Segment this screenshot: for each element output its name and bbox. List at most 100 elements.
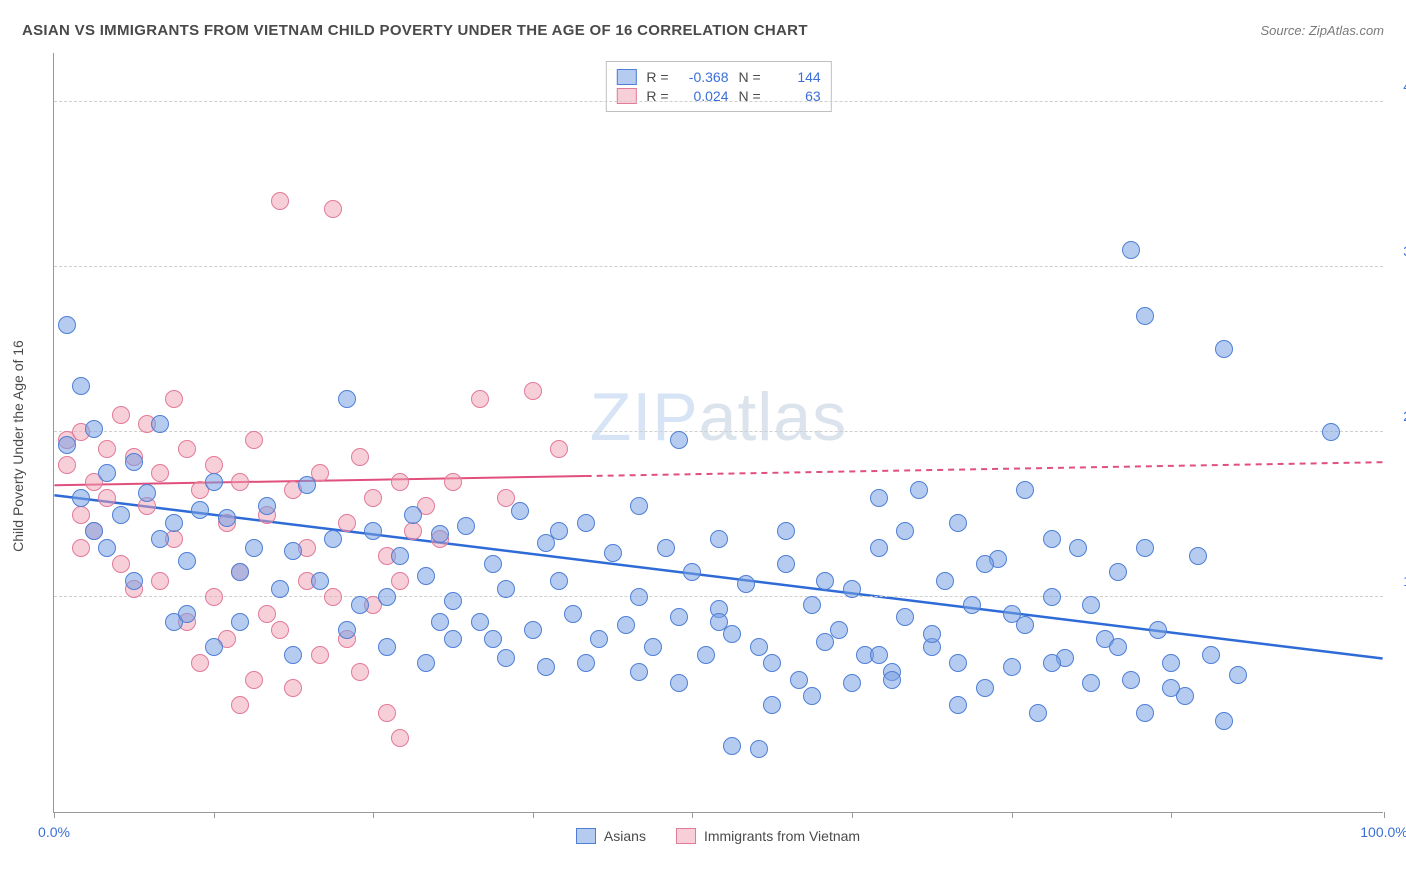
scatter-point-vietnam [471, 390, 489, 408]
scatter-point-asians [1215, 340, 1233, 358]
scatter-point-vietnam [284, 679, 302, 697]
scatter-point-vietnam [311, 646, 329, 664]
scatter-point-vietnam [58, 456, 76, 474]
scatter-point-vietnam [98, 489, 116, 507]
scatter-point-vietnam [98, 440, 116, 458]
scatter-point-asians [511, 502, 529, 520]
scatter-point-vietnam [191, 654, 209, 672]
scatter-point-asians [750, 638, 768, 656]
scatter-point-vietnam [271, 621, 289, 639]
scatter-point-vietnam [112, 555, 130, 573]
legend-item-asians: Asians [576, 828, 646, 844]
scatter-point-vietnam [205, 456, 223, 474]
scatter-point-asians [710, 613, 728, 631]
scatter-point-asians [577, 654, 595, 672]
scatter-point-asians [364, 522, 382, 540]
scatter-point-asians [231, 613, 249, 631]
y-axis-label: Child Poverty Under the Age of 16 [10, 340, 26, 552]
scatter-point-asians [550, 572, 568, 590]
scatter-point-asians [298, 476, 316, 494]
scatter-point-asians [870, 539, 888, 557]
scatter-point-asians [1215, 712, 1233, 730]
scatter-point-asians [338, 390, 356, 408]
gridline-h [54, 101, 1383, 102]
r-label: R = [646, 69, 668, 85]
scatter-point-vietnam [245, 671, 263, 689]
scatter-point-asians [1003, 605, 1021, 623]
scatter-point-asians [1136, 307, 1154, 325]
scatter-point-asians [976, 555, 994, 573]
scatter-point-asians [577, 514, 595, 532]
swatch-pink-icon [676, 828, 696, 844]
scatter-point-asians [949, 514, 967, 532]
scatter-point-asians [1162, 654, 1180, 672]
scatter-point-asians [378, 638, 396, 656]
scatter-point-vietnam [245, 431, 263, 449]
scatter-point-asians [537, 658, 555, 676]
n-label: N = [739, 69, 761, 85]
scatter-point-asians [896, 522, 914, 540]
scatter-point-asians [205, 473, 223, 491]
scatter-point-asians [1016, 481, 1034, 499]
scatter-point-asians [630, 497, 648, 515]
scatter-point-asians [417, 654, 435, 672]
scatter-point-asians [497, 580, 515, 598]
scatter-point-asians [444, 630, 462, 648]
scatter-point-vietnam [391, 729, 409, 747]
scatter-point-asians [85, 420, 103, 438]
scatter-point-asians [670, 431, 688, 449]
scatter-point-asians [484, 630, 502, 648]
legend-label-vietnam: Immigrants from Vietnam [704, 828, 860, 844]
scatter-point-asians [98, 539, 116, 557]
scatter-point-asians [497, 649, 515, 667]
scatter-point-asians [138, 484, 156, 502]
scatter-point-asians [763, 696, 781, 714]
xtick-mark [54, 812, 55, 818]
scatter-point-asians [723, 737, 741, 755]
scatter-point-asians [604, 544, 622, 562]
n-value-vietnam: 63 [771, 88, 821, 104]
scatter-point-asians [72, 377, 90, 395]
n-value-asians: 144 [771, 69, 821, 85]
legend-bottom: Asians Immigrants from Vietnam [53, 828, 1383, 844]
xtick-mark [214, 812, 215, 818]
watermark-logo: ZIPatlas [590, 378, 847, 456]
scatter-point-asians [284, 542, 302, 560]
scatter-point-asians [657, 539, 675, 557]
scatter-point-asians [404, 506, 422, 524]
scatter-point-asians [165, 514, 183, 532]
scatter-point-asians [683, 563, 701, 581]
scatter-point-vietnam [404, 522, 422, 540]
scatter-point-vietnam [72, 539, 90, 557]
scatter-point-asians [1109, 563, 1127, 581]
scatter-point-asians [617, 616, 635, 634]
scatter-point-asians [777, 522, 795, 540]
scatter-point-asians [431, 525, 449, 543]
chart-title: ASIAN VS IMMIGRANTS FROM VIETNAM CHILD P… [22, 22, 808, 39]
xtick-mark [1171, 812, 1172, 818]
scatter-point-asians [670, 674, 688, 692]
scatter-point-vietnam [324, 588, 342, 606]
scatter-point-asians [444, 592, 462, 610]
scatter-point-asians [564, 605, 582, 623]
xtick-mark [1384, 812, 1385, 818]
r-value-vietnam: 0.024 [679, 88, 729, 104]
correlation-row-asians: R = -0.368 N = 144 [616, 69, 820, 85]
scatter-point-vietnam [231, 696, 249, 714]
scatter-point-asians [1069, 539, 1087, 557]
scatter-point-asians [949, 696, 967, 714]
scatter-point-asians [883, 671, 901, 689]
scatter-point-asians [178, 552, 196, 570]
scatter-point-asians [351, 596, 369, 614]
scatter-point-asians [976, 679, 994, 697]
gridline-h [54, 266, 1383, 267]
scatter-point-asians [231, 563, 249, 581]
swatch-blue-icon [576, 828, 596, 844]
swatch-blue-icon [616, 69, 636, 85]
scatter-point-asians [803, 596, 821, 614]
scatter-point-asians [417, 567, 435, 585]
xtick-mark [852, 812, 853, 818]
scatter-point-asians [484, 555, 502, 573]
scatter-point-asians [1109, 638, 1127, 656]
scatter-point-asians [803, 687, 821, 705]
